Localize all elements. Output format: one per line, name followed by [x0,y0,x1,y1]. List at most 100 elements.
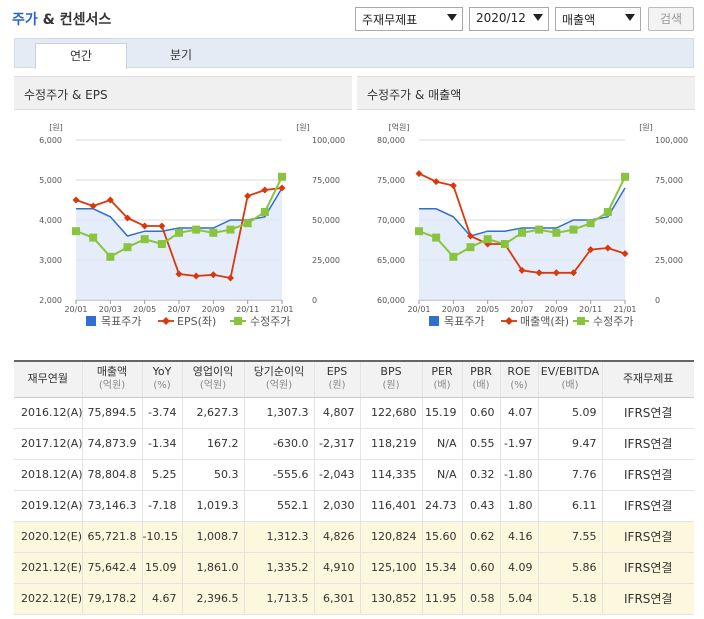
tab-quarterly[interactable]: 분기 [169,48,193,62]
table-cell: 15.34 [422,552,463,584]
table-cell: -7.18 [142,490,183,522]
column-header-label: BPS [380,365,402,379]
table-cell: 75,642.4 [82,552,143,584]
adjusted-price-point [140,235,149,244]
x-axis-tick: 21/01 [613,305,636,314]
metric-select[interactable]: 매출액 [555,7,641,31]
left-axis-tick: 65,000 [377,256,405,265]
adjusted-price-point [278,172,286,181]
legend-target-price-swatch [429,316,439,326]
period-select-value: 2020/12 [476,11,526,25]
red-series-point [570,269,577,277]
column-header: EV/EBITDA (배) [538,360,603,398]
table-cell: -2,317 [314,428,361,460]
tab-annual[interactable]: 연간 [35,43,127,69]
metric-select-value: 매출액 [562,13,596,27]
red-series-point [209,271,217,279]
table-cell: 4,826 [314,521,361,553]
column-header-label: ROE [507,365,531,379]
table-cell: IFRS연결 [602,552,694,584]
right-axis-tick: 25,000 [312,256,340,265]
table-cell: 4.67 [142,583,183,615]
left-axis-unit: [억원] [389,122,410,132]
table-cell: 74,873.9 [82,428,143,460]
column-header-label: 주재무제표 [622,372,674,386]
right-axis-tick: 50,000 [312,216,340,225]
search-button[interactable]: 검색 [648,7,694,31]
chart-revenue-svg: [억원] [원] 80,000 75,000 70,000 65,000 60,000 100… [377,122,688,328]
table-cell: -1.80 [500,459,539,491]
column-header-label: 당기순이익 [253,365,305,379]
red-series-point [175,270,183,278]
chart-legend: 목표주가 매출액(좌) 수정주가 [429,315,633,328]
column-header: PER (배) [422,360,463,398]
left-axis-tick: 3,000 [39,256,62,265]
column-header-unit: (배) [433,380,451,392]
red-series-point [141,222,149,230]
table-cell: 4,910 [314,552,361,584]
table-cell: 6,301 [314,583,361,615]
table-cell: 2019.12(A) [14,490,83,522]
column-header: 당기순이익 (억원) [244,360,315,398]
red-series-point [604,244,612,252]
red-series-point [621,250,629,258]
table-cell: IFRS연결 [602,583,694,615]
chart-left-title: 수정주가 & EPS [14,76,352,110]
column-header: YoY (%) [142,360,183,398]
column-header-unit: (배) [561,380,579,392]
table-row: 2020.12(E) 65,721.8 -10.15 1,008.7 1,312.3 4,… [14,521,694,553]
x-axis-tick: 20/03 [99,305,122,314]
table-cell: 120,824 [360,521,423,553]
table-cell: 1,008.7 [182,521,245,553]
table-row: 2016.12(A) 75,894.5 -3.74 2,627.3 1,307.3 4,8… [14,397,694,429]
adjusted-price-point [569,225,578,234]
fs-type-select[interactable]: 주재무제표 [355,7,463,31]
red-series-point [124,214,131,222]
chevron-down-icon [533,14,543,21]
table-cell: 79,178.2 [82,583,143,615]
right-axis-tick: 75,000 [655,176,683,185]
table-cell: 1,335.2 [244,552,315,584]
right-axis-tick: 100,000 [312,136,345,145]
red-series-point [552,269,560,277]
table-row: 2017.12(A) 74,873.9 -1.34 167.2 -630.0 -2,317… [14,428,694,460]
red-series-point [432,178,440,186]
legend-red-series-label: EPS(좌) [177,315,216,328]
table-cell: 7.76 [538,459,603,491]
table-cell: 78,804.8 [82,459,143,491]
adjusted-price-point [483,235,492,244]
table-cell: 11.95 [422,583,463,615]
table-cell: 5.04 [500,583,539,615]
table-cell: 1.80 [500,490,539,522]
adjusted-price-point [106,252,115,261]
chart-eps: [원] [원] 6,000 5,000 4,000 3,000 2,000 100,000 75… [14,112,352,334]
table-row: 2019.12(A) 73,146.3 -7.18 1,019.3 552.1 2,030… [14,490,694,522]
right-axis-tick: 0 [312,296,317,305]
table-cell: -1.34 [142,428,183,460]
table-cell: 2020.12(E) [14,521,83,553]
column-header: 매출액 (억원) [82,360,143,398]
table-cell: 0.55 [462,428,501,460]
period-select[interactable]: 2020/12 [469,7,549,31]
financial-table: 재무연월 매출액 (억원) YoY (%) 영업이익 (억원) 당기순이익 (억원) EPS (원)… [14,360,694,615]
table-cell: 5.86 [538,552,603,584]
right-axis-tick: 75,000 [312,176,340,185]
legend-red-series-diamond [505,317,513,325]
left-axis-unit: [원] [49,123,63,132]
table-cell: -630.0 [244,428,315,460]
target-price-area [76,188,282,300]
table-cell: 0.62 [462,521,501,553]
table-cell: IFRS연결 [602,428,694,460]
x-axis-tick: 20/07 [167,305,190,314]
table-cell: 0.58 [462,583,501,615]
legend-red-series-diamond [162,317,170,325]
column-header-unit: (억원) [265,380,293,392]
table-cell: 1,307.3 [244,397,315,429]
table-cell: 2018.12(A) [14,459,83,491]
table-cell: IFRS연결 [602,459,694,491]
table-cell: 7.55 [538,521,603,553]
legend-target-price-swatch [86,316,96,326]
left-axis-tick: 6,000 [39,136,62,145]
column-header-label: EV/EBITDA [540,365,600,379]
chart-legend: 목표주가 EPS(좌) 수정주가 [86,315,290,328]
